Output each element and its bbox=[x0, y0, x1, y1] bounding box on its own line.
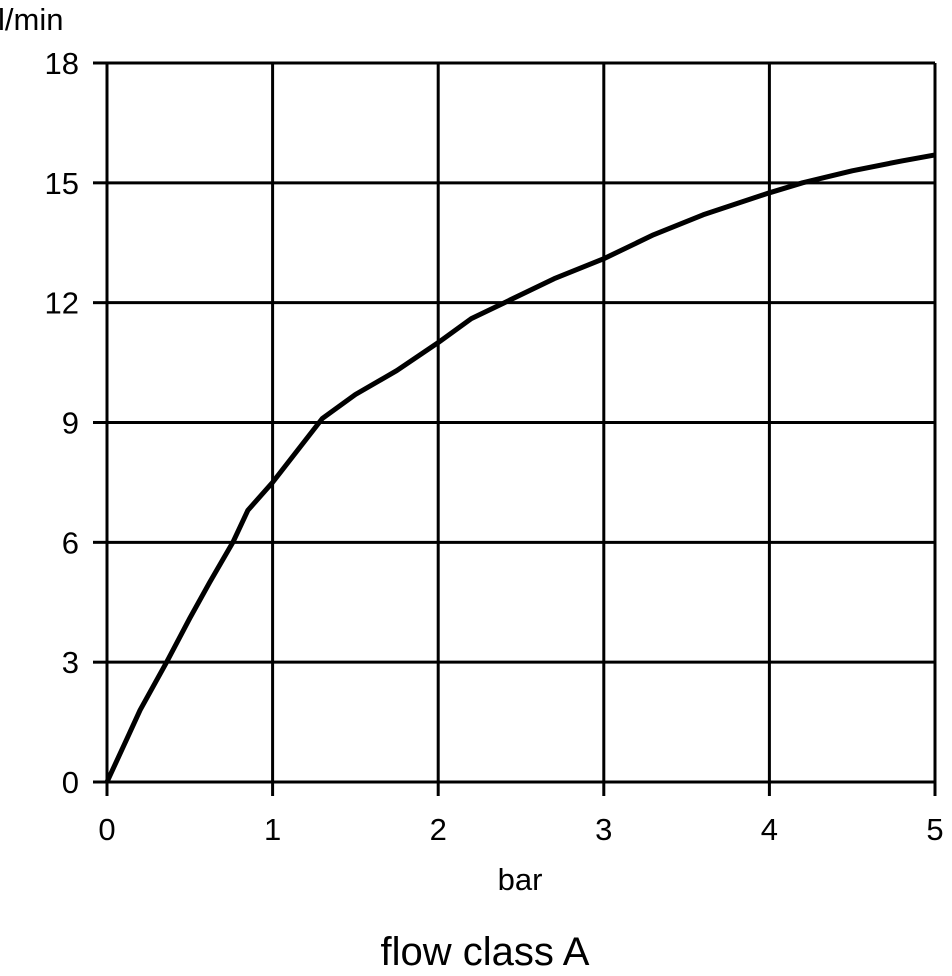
x-tick-label: 2 bbox=[430, 812, 447, 847]
grid bbox=[105, 61, 937, 784]
x-tick-label: 4 bbox=[761, 812, 778, 847]
y-tick-label: 12 bbox=[45, 286, 79, 321]
x-tick-label: 3 bbox=[595, 812, 612, 847]
y-axis-label: l/min bbox=[0, 2, 63, 37]
x-tick-label: 5 bbox=[926, 812, 943, 847]
y-tick-label: 6 bbox=[62, 525, 79, 560]
y-tick-label: 15 bbox=[45, 166, 79, 201]
y-tick-label: 3 bbox=[62, 645, 79, 680]
y-tick-label: 0 bbox=[62, 765, 79, 800]
y-tick-label: 18 bbox=[45, 46, 79, 81]
x-axis-label: bar bbox=[498, 862, 543, 897]
x-tick-label: 1 bbox=[264, 812, 281, 847]
chart-title: flow class A bbox=[381, 930, 590, 974]
x-tick-label: 0 bbox=[98, 812, 115, 847]
series-line bbox=[104, 152, 936, 784]
ticks bbox=[93, 61, 937, 796]
y-tick-label: 9 bbox=[62, 406, 79, 441]
